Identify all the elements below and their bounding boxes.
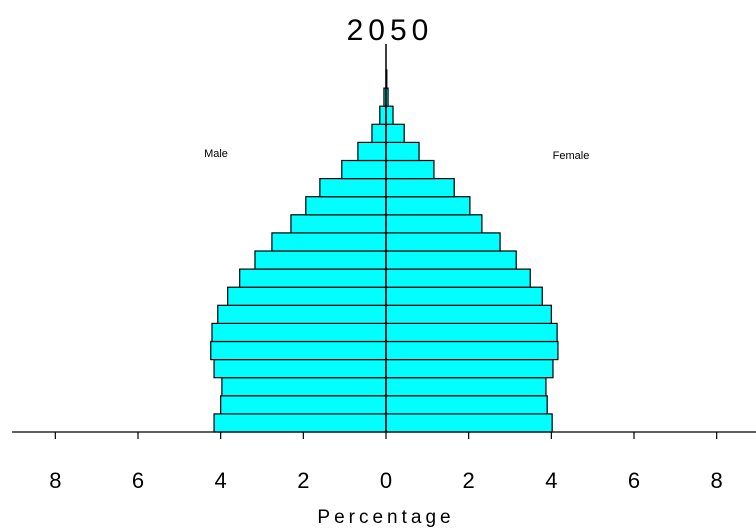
x-tick-label: 4 — [215, 468, 227, 493]
bar — [211, 322, 387, 343]
bar — [385, 395, 548, 415]
x-tick-label: 8 — [711, 468, 723, 493]
bar — [385, 304, 552, 324]
bar — [385, 105, 394, 125]
x-tick-label: 0 — [380, 468, 392, 493]
bar — [210, 340, 387, 361]
bar — [385, 178, 455, 198]
x-axis-label: Percentage — [317, 507, 454, 528]
bar — [227, 286, 387, 306]
bar — [213, 413, 387, 433]
bar — [385, 377, 547, 397]
bar — [385, 159, 435, 180]
legend-label: Female — [553, 150, 590, 162]
x-tick-label: 2 — [297, 468, 309, 493]
bar — [271, 232, 387, 252]
x-tick-label: 6 — [132, 468, 144, 493]
bar — [385, 286, 543, 306]
chart-title: 2050 — [347, 14, 434, 47]
x-tick-label: 8 — [49, 468, 61, 493]
bar — [213, 359, 387, 379]
x-tick-label: 4 — [545, 468, 557, 493]
bar — [217, 304, 387, 324]
bar — [385, 413, 553, 433]
bar — [385, 340, 559, 361]
x-tick-label: 2 — [463, 468, 475, 493]
bar — [379, 105, 387, 125]
bar — [385, 359, 554, 379]
bar — [385, 322, 558, 343]
legend-label: Male — [204, 148, 228, 160]
bar — [385, 268, 531, 288]
bar — [385, 123, 405, 144]
bar — [305, 196, 387, 216]
bar — [221, 377, 387, 397]
bar — [341, 159, 387, 180]
bar — [385, 141, 420, 162]
bar — [290, 214, 387, 234]
bar — [385, 232, 501, 252]
bar — [220, 395, 387, 415]
bar — [357, 141, 387, 162]
bar — [385, 196, 471, 216]
bar — [254, 250, 387, 270]
bar — [319, 178, 387, 198]
bar — [385, 214, 483, 234]
x-tick-label: 6 — [628, 468, 640, 493]
bar — [385, 250, 517, 270]
bar — [371, 123, 387, 144]
bar — [239, 268, 387, 288]
